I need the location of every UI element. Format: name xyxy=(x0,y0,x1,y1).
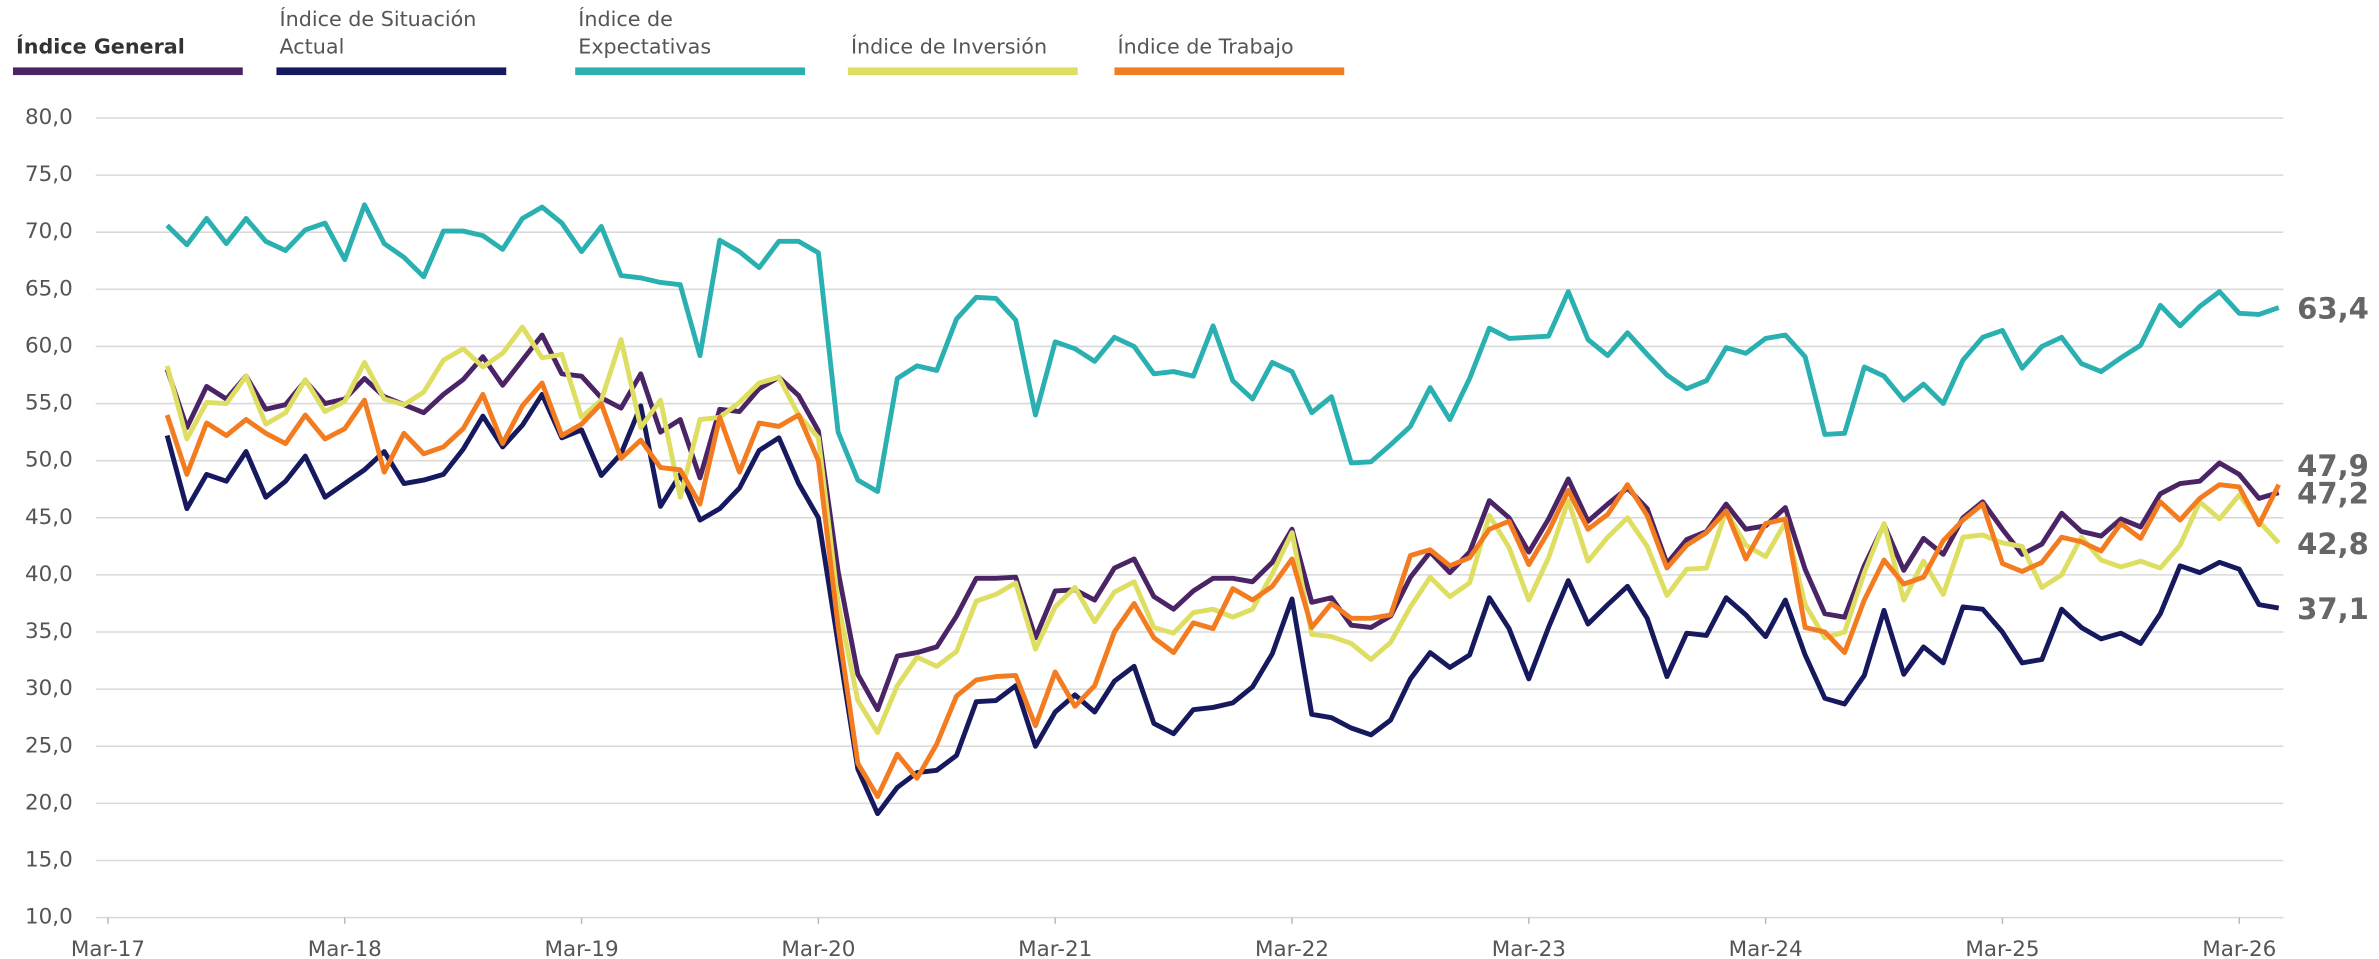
y-tick-label: 35,0 xyxy=(25,619,73,644)
legend-label: Índice de Expectativas xyxy=(578,7,712,60)
legend-label-box: Índice de Inversión xyxy=(850,35,1048,60)
series-line xyxy=(164,380,2281,799)
legend-label: Índice de Situación Actual xyxy=(279,7,477,60)
legend-label-box: Índice de Situación Actual xyxy=(279,7,477,60)
legend-label: Índice de Trabajo xyxy=(1117,35,1294,60)
y-tick-label: 60,0 xyxy=(25,333,73,358)
legend-label-box: Índice de Expectativas xyxy=(578,7,712,60)
y-tick-label: 25,0 xyxy=(25,733,73,758)
legend-label-box: Índice de Trabajo xyxy=(1117,35,1294,60)
y-tick-label: 20,0 xyxy=(25,790,73,815)
end-label: 42,8 xyxy=(2297,527,2369,561)
end-label: 37,1 xyxy=(2297,592,2369,626)
x-tick-label: Mar-17 xyxy=(71,937,145,959)
x-tick-label: Mar-18 xyxy=(308,937,382,959)
x-tick-label: Mar-21 xyxy=(1018,937,1092,959)
series-line xyxy=(164,332,2280,713)
legend-label: Índice General xyxy=(16,35,185,60)
series-line xyxy=(164,324,2281,736)
end-label: 47,9 xyxy=(2297,449,2369,483)
y-tick-label: 75,0 xyxy=(25,162,73,187)
legend-label-box: Índice General xyxy=(16,35,185,60)
x-tick-label: Mar-26 xyxy=(2202,937,2276,959)
end-label: 47,2 xyxy=(2297,477,2369,511)
y-tick-label: 50,0 xyxy=(25,448,73,473)
legend-swatch xyxy=(12,67,243,76)
legend-swatch xyxy=(847,67,1078,76)
y-tick-label: 65,0 xyxy=(25,276,73,301)
legend-swatch xyxy=(575,67,805,76)
x-tick-label: Mar-19 xyxy=(545,937,619,959)
y-tick-label: 45,0 xyxy=(25,505,73,530)
legend-label: Índice de Inversión xyxy=(850,35,1048,60)
y-tick-label: 40,0 xyxy=(25,562,73,587)
x-tick-label: Mar-22 xyxy=(1255,937,1329,959)
y-tick-label: 80,0 xyxy=(25,105,73,130)
legend-swatch xyxy=(1114,67,1345,76)
y-tick-label: 10,0 xyxy=(25,905,73,930)
x-tick-label: Mar-20 xyxy=(781,937,855,959)
y-tick-label: 30,0 xyxy=(25,676,73,701)
x-tick-label: Mar-24 xyxy=(1729,937,1803,959)
x-tick-label: Mar-25 xyxy=(1965,937,2039,959)
y-tick-label: 70,0 xyxy=(25,219,73,244)
x-tick-label: Mar-23 xyxy=(1492,937,1566,959)
series-line xyxy=(164,391,2280,817)
legend-swatch xyxy=(276,67,507,76)
y-tick-label: 15,0 xyxy=(25,848,73,873)
y-tick-label: 55,0 xyxy=(25,391,73,416)
end-label: 63,4 xyxy=(2297,292,2369,326)
series-line xyxy=(165,202,2280,494)
